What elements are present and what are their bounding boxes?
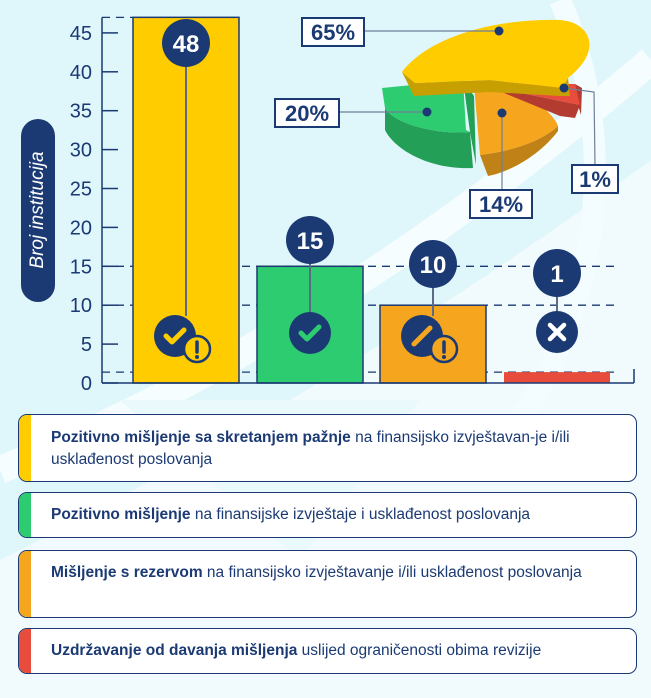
y-tick-label: 20 <box>70 217 92 239</box>
pie-label: 1% <box>559 83 619 194</box>
pie-label: 65% <box>301 17 504 47</box>
check-icon <box>289 312 331 354</box>
pie-label-box <box>469 189 533 219</box>
legend-item-emphasis: Pozitivno mišljenje sa skretanjem pažnje… <box>18 414 637 482</box>
bar-marker: 10 <box>401 240 459 364</box>
value-bubble <box>409 240 457 288</box>
value-bubble <box>533 249 581 297</box>
check-mark <box>163 327 187 345</box>
value-bubble <box>286 216 334 264</box>
pie-label-box <box>274 98 340 128</box>
legend-text: Pozitivno mišljenje sa skretanjem pažnje… <box>51 429 570 468</box>
pie-leader-line <box>563 87 596 166</box>
legend-text: Uzdržavanje od davanja mišljenja uslijed… <box>51 642 542 659</box>
pie-slice-top <box>474 85 558 155</box>
y-tick-label: 30 <box>70 140 92 162</box>
pie-anchor-dot <box>494 26 504 36</box>
pie-label-box <box>301 17 365 47</box>
y-tick-label: 0 <box>81 373 92 395</box>
check-mark <box>298 324 322 342</box>
bar-marker: 48 <box>154 19 212 364</box>
legend-color-swatch <box>19 415 31 481</box>
warning-icon-dot <box>442 355 446 359</box>
legend-item-positive: Pozitivno mišljenje na finansijske izvje… <box>18 492 637 538</box>
y-tick-label: 45 <box>70 23 92 45</box>
bars <box>132 16 610 384</box>
pie-label: 20% <box>274 98 432 128</box>
x-mark <box>547 322 567 342</box>
y-tick-label: 40 <box>70 62 92 84</box>
check-warning-icon <box>154 315 212 364</box>
warning-icon-ring <box>429 334 459 364</box>
y-axis-label-pill <box>21 119 55 302</box>
pie-slice-side <box>385 80 476 169</box>
slash-warning-icon <box>401 315 459 364</box>
bar-marker: 15 <box>286 216 334 354</box>
value-label: 15 <box>297 228 324 255</box>
pie-slice <box>402 19 590 96</box>
y-axis: 0 5 10 15 20 25 30 35 40 45 <box>70 17 118 395</box>
bar-marker: 1 <box>533 249 581 353</box>
pie-slice-side <box>480 126 558 176</box>
y-tick-label: 10 <box>70 295 92 317</box>
y-tick-label: 5 <box>81 334 92 356</box>
value-label: 1 <box>550 261 563 288</box>
pie-anchor-dot <box>497 108 507 118</box>
value-label: 10 <box>420 252 447 279</box>
pie-anchor-dot <box>422 107 432 117</box>
pie-label-text: 20% <box>285 101 329 126</box>
pie-chart: 65% 20% 14% 1% <box>274 17 619 219</box>
bar-markers: 48 15 10 1 <box>154 19 581 364</box>
pie-label-text: 65% <box>311 20 355 45</box>
slash-mark <box>411 325 433 347</box>
x-axis <box>102 369 635 384</box>
x-icon <box>536 311 578 353</box>
legend-text: Mišljenje s rezervom na finansijsko izvj… <box>51 564 582 581</box>
pie-slice-top <box>402 19 590 88</box>
legend-item-disclaimer: Uzdržavanje od davanja mišljenja uslijed… <box>18 628 637 674</box>
legend-color-swatch <box>19 629 31 673</box>
y-axis-label: Broj institucija <box>27 151 48 269</box>
warning-icon-ring <box>182 334 212 364</box>
pie-slice <box>474 85 558 176</box>
pie-anchor-dot <box>559 83 569 93</box>
bar-chart: 0 5 10 15 20 25 30 35 40 45 48 15 10 1 65% 20% 14% 1% <box>70 16 635 395</box>
pie-label-text: 1% <box>579 167 611 192</box>
pie-label: 14% <box>469 108 533 219</box>
legend-color-swatch <box>19 551 31 617</box>
y-tick-label: 35 <box>70 101 92 123</box>
pie-slice-side <box>402 72 570 96</box>
warning-icon-dot <box>195 355 199 359</box>
legend-color-swatch <box>19 493 31 537</box>
legend-item-qualified: Mišljenje s rezervom na finansijsko izvj… <box>18 550 637 618</box>
legend-text: Pozitivno mišljenje na finansijske izvje… <box>51 506 531 523</box>
y-tick-label: 25 <box>70 179 92 201</box>
pie-label-text: 14% <box>479 192 523 217</box>
bar <box>504 372 610 383</box>
value-label: 48 <box>173 31 200 58</box>
y-tick-label: 15 <box>70 256 92 278</box>
pie-label-box <box>571 164 619 194</box>
value-bubble <box>162 19 210 67</box>
